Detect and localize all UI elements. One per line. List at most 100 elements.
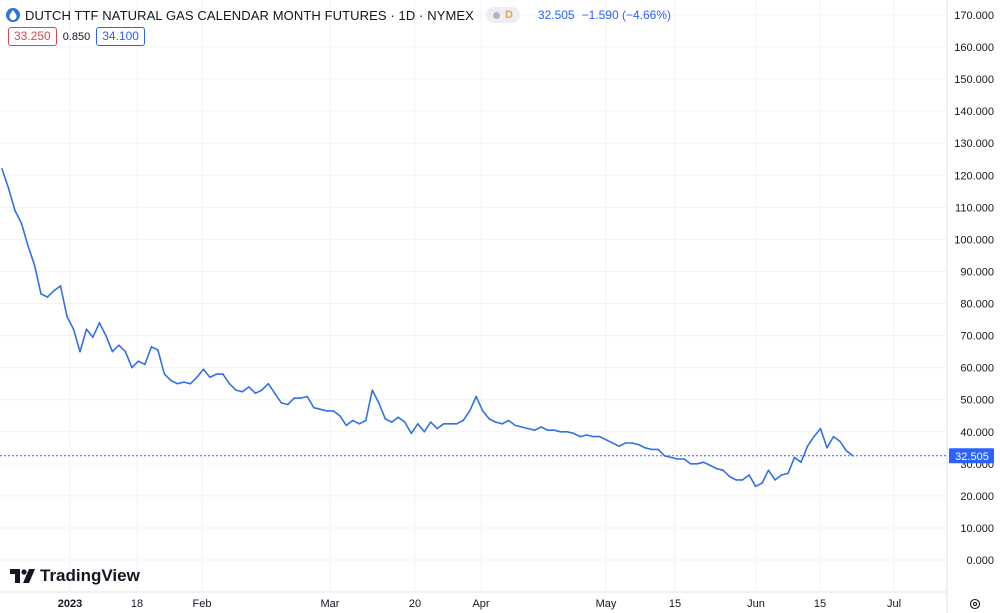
data-point xyxy=(202,368,205,371)
data-point xyxy=(27,245,29,247)
data-point xyxy=(598,435,601,438)
data-point xyxy=(475,395,478,398)
data-point xyxy=(267,382,270,385)
data-point xyxy=(196,376,198,379)
data-point xyxy=(248,386,250,388)
time-axis[interactable]: 2023 18 Feb Mar 20 Apr May 15 Jun 15 Jul xyxy=(0,591,947,610)
symbol-title[interactable]: DUTCH TTF NATURAL GAS CALENDAR MONTH FUT… xyxy=(25,7,474,23)
data-point xyxy=(845,450,848,452)
data-point xyxy=(53,289,55,292)
tradingview-logo-icon xyxy=(10,569,35,583)
data-point xyxy=(20,222,23,225)
data-point xyxy=(339,414,341,417)
data-point xyxy=(566,431,568,433)
data-point xyxy=(163,373,166,375)
data-point xyxy=(14,209,16,212)
data-point xyxy=(189,382,192,385)
y-tick-label: 50.000 xyxy=(960,395,994,407)
data-point xyxy=(137,360,140,363)
data-point xyxy=(839,440,841,443)
x-tick-label: Jun xyxy=(747,598,765,610)
y-tick-label: 120.000 xyxy=(954,170,994,182)
data-point xyxy=(793,456,796,459)
y-tick-label: 60.000 xyxy=(960,363,994,375)
data-point xyxy=(391,421,393,423)
data-point xyxy=(741,479,744,481)
data-point xyxy=(728,475,731,478)
data-point xyxy=(637,443,640,446)
x-tick-label: Jul xyxy=(887,598,901,610)
data-point xyxy=(98,322,101,324)
bid-price-button[interactable]: 33.250 xyxy=(8,27,57,46)
data-point xyxy=(79,350,81,353)
data-point xyxy=(696,463,698,465)
data-point xyxy=(423,431,426,433)
y-tick-label: 170.000 xyxy=(954,10,994,22)
data-point xyxy=(352,419,354,422)
x-tick-label: Mar xyxy=(321,598,340,610)
y-tick-label: 70.000 xyxy=(960,331,994,343)
data-point xyxy=(326,410,328,412)
data-point xyxy=(358,423,361,425)
data-point xyxy=(715,467,718,470)
x-tick-label: Apr xyxy=(472,598,489,610)
data-point xyxy=(274,392,276,395)
data-point xyxy=(754,485,757,488)
data-point xyxy=(436,427,439,430)
data-point xyxy=(683,458,685,460)
data-point xyxy=(345,424,348,427)
data-point xyxy=(92,336,94,339)
data-point xyxy=(605,439,607,441)
y-tick-label: 80.000 xyxy=(960,299,994,311)
last-price-badge: 32.505 xyxy=(949,448,994,464)
data-point xyxy=(1,168,3,170)
data-point xyxy=(371,389,374,391)
data-point xyxy=(481,410,484,412)
y-tick-label: 10.000 xyxy=(960,523,994,535)
data-point xyxy=(507,419,510,422)
data-point xyxy=(384,418,387,420)
data-point xyxy=(468,410,471,412)
data-point xyxy=(540,426,542,428)
data-point xyxy=(761,482,763,484)
data-point xyxy=(663,455,666,457)
data-point xyxy=(650,448,653,451)
interval-badge[interactable]: D xyxy=(485,7,520,23)
data-point xyxy=(131,366,133,369)
settings-gear-icon[interactable] xyxy=(969,598,981,610)
data-point xyxy=(819,427,822,430)
data-point xyxy=(228,382,231,385)
data-point xyxy=(417,423,419,425)
data-point xyxy=(150,346,153,348)
y-tick-label: 0.000 xyxy=(966,555,994,567)
data-point xyxy=(209,376,211,379)
last-price-label: 32.505 xyxy=(955,451,989,463)
y-tick-label: 130.000 xyxy=(954,138,994,150)
ask-price-button[interactable]: 34.100 xyxy=(96,27,145,46)
price-axis[interactable]: 170.000 160.000 150.000 140.000 130.000 120.0… xyxy=(946,0,994,613)
series-points xyxy=(1,168,854,488)
data-point xyxy=(780,474,783,476)
data-point xyxy=(631,442,633,444)
data-point xyxy=(618,445,620,448)
data-point xyxy=(85,328,88,331)
horizontal-gridlines xyxy=(0,14,947,561)
data-point xyxy=(670,456,672,459)
x-tick-label: Feb xyxy=(193,598,212,610)
brand-name: TradingView xyxy=(40,566,140,585)
tradingview-logo[interactable]: TradingView xyxy=(10,566,140,586)
data-point xyxy=(832,435,835,438)
data-point xyxy=(852,455,854,457)
x-tick-label: 15 xyxy=(669,598,681,610)
data-point xyxy=(624,442,627,444)
x-tick-label: 15 xyxy=(814,598,826,610)
last-price-value: 32.505 xyxy=(537,8,575,22)
data-point xyxy=(332,410,335,412)
data-point xyxy=(611,442,614,444)
vertical-gridlines xyxy=(69,0,895,592)
x-tick-label: May xyxy=(596,598,617,610)
status-dot-icon xyxy=(492,11,500,19)
data-point xyxy=(826,447,828,449)
data-point xyxy=(235,389,237,391)
